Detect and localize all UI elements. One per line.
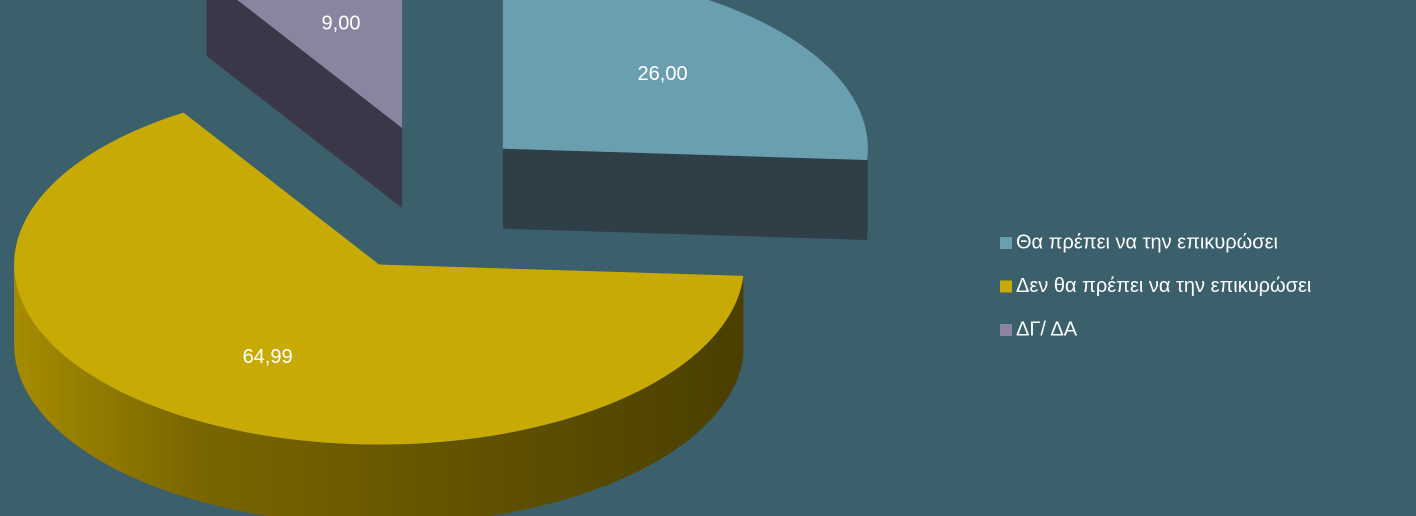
legend-swatch — [1000, 237, 1012, 249]
legend-swatch — [1000, 324, 1012, 336]
legend-label: Δεν θα πρέπει να την επικυρώσει — [1016, 275, 1311, 297]
legend-label: Θα πρέπει να την επικυρώσει — [1016, 231, 1278, 253]
slice — [502, 0, 868, 160]
slice-wall — [14, 264, 744, 516]
data-label: 64,99 — [243, 346, 293, 368]
data-label: 9,00 — [322, 13, 361, 35]
slice-side — [206, 0, 403, 208]
slice-wall — [867, 148, 868, 240]
slice-side — [502, 148, 868, 240]
legend-swatch — [1000, 280, 1012, 293]
slice — [14, 112, 744, 445]
data-label: 26,00 — [638, 63, 688, 85]
slice — [237, 0, 403, 128]
legend-label: ΔΓ/ ΔΑ — [1016, 318, 1078, 340]
